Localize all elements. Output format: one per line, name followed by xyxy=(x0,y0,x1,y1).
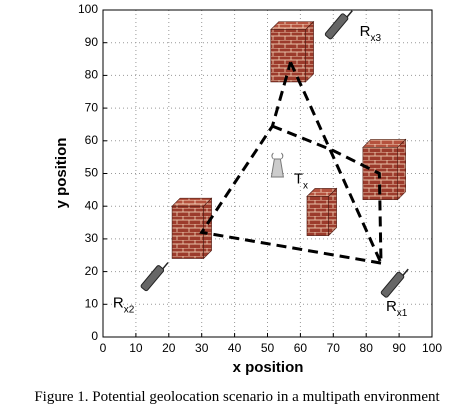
receiver-icon xyxy=(140,262,169,292)
node-label: Rx3 xyxy=(360,23,382,44)
node-name: R xyxy=(386,298,397,315)
multipath-ray xyxy=(199,61,382,265)
wall xyxy=(270,20,315,83)
wall xyxy=(362,138,407,201)
y-tick-label: 70 xyxy=(85,100,99,114)
antenna-waves xyxy=(271,152,284,160)
plot-frame xyxy=(102,9,433,338)
y-tick-label: 60 xyxy=(85,133,99,147)
y-tick-label: 40 xyxy=(85,198,99,212)
wall-front xyxy=(270,29,306,83)
wall-front xyxy=(171,205,204,259)
node-subscript: x3 xyxy=(370,33,381,44)
x-axis-label: x position xyxy=(233,359,304,376)
y-tick-label: 90 xyxy=(85,35,99,49)
y-tick-label: 20 xyxy=(85,264,99,278)
y-tick-label: 50 xyxy=(85,166,99,180)
wall xyxy=(171,197,213,260)
y-tick-label: 0 xyxy=(91,329,98,343)
wall-side xyxy=(328,187,337,237)
wall xyxy=(306,187,338,237)
x-tick-label: 70 xyxy=(327,341,341,355)
multipath-ray xyxy=(289,61,383,264)
wall-side xyxy=(397,138,406,201)
transmitter-icon xyxy=(270,152,284,178)
node-name: T xyxy=(294,170,303,187)
y-tick-label: 80 xyxy=(85,68,99,82)
antenna-base xyxy=(270,158,284,178)
phone-body xyxy=(140,265,165,292)
node-name: R xyxy=(113,295,124,312)
x-tick-label: 0 xyxy=(100,341,107,355)
x-tick-label: 50 xyxy=(261,341,275,355)
x-tick-label: 80 xyxy=(360,341,374,355)
receiver-icon xyxy=(380,268,409,298)
y-axis-label: y position xyxy=(53,138,70,209)
phone-antenna xyxy=(346,10,353,18)
node-label: Rx1 xyxy=(386,298,408,319)
receiver-icon xyxy=(324,10,353,40)
node-subscript: x1 xyxy=(397,308,408,319)
phone-body xyxy=(380,271,405,298)
multipath-ray xyxy=(271,124,383,264)
node-name: R xyxy=(360,23,371,40)
y-tick-label: 30 xyxy=(85,231,99,245)
y-tick-label: 10 xyxy=(85,296,99,310)
wall-side xyxy=(305,20,314,83)
node-label: Tx xyxy=(294,170,308,191)
x-tick-label: 10 xyxy=(129,341,143,355)
x-tick-label: 40 xyxy=(228,341,242,355)
x-tick-label: 30 xyxy=(195,341,209,355)
caption: Figure 1. Potential geolocation scenario… xyxy=(34,389,440,405)
x-tick-label: 60 xyxy=(294,341,308,355)
node-label: Rx2 xyxy=(113,295,135,316)
x-tick-label: 20 xyxy=(162,341,176,355)
x-tick-label: 100 xyxy=(422,341,442,355)
x-tick-label: 90 xyxy=(392,341,406,355)
node-subscript: x xyxy=(303,180,308,191)
phone-antenna xyxy=(402,268,409,276)
node-subscript: x2 xyxy=(124,305,135,316)
y-tick-label: 100 xyxy=(78,2,98,16)
wall-front xyxy=(306,196,329,236)
wall-side xyxy=(203,197,212,260)
phone-antenna xyxy=(162,262,169,270)
phone-body xyxy=(324,13,349,40)
